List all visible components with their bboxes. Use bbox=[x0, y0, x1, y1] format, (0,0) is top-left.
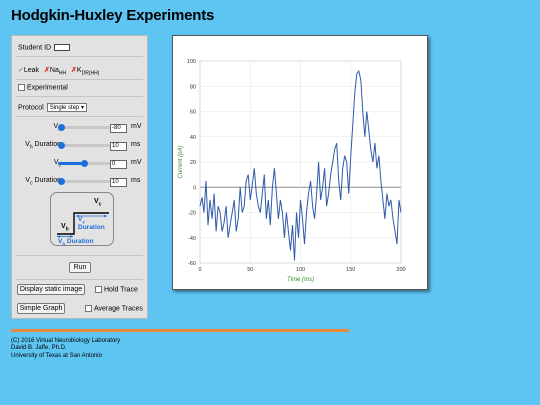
slider-fill bbox=[58, 162, 84, 165]
y-tick-label: 60 bbox=[190, 110, 196, 116]
y-tick-label: -20 bbox=[188, 211, 196, 217]
na-channel-sub: HH bbox=[58, 70, 67, 77]
run-button[interactable]: Run bbox=[69, 262, 91, 273]
param-slider[interactable] bbox=[57, 124, 110, 131]
k-channel-sub: DR(HH) bbox=[81, 70, 100, 77]
protocol-label: Protocol bbox=[18, 104, 44, 112]
display-static-image-button[interactable]: Display static image bbox=[17, 284, 85, 295]
hold-trace-checkbox[interactable] bbox=[95, 286, 102, 293]
vh-duration-label: Vh Duration bbox=[58, 238, 94, 247]
vc-duration-label: Vc Duration bbox=[78, 216, 105, 232]
param-label: Vc bbox=[53, 159, 61, 169]
protocol-row: Protocol Single step ▾ bbox=[18, 103, 88, 112]
leak-channel-label: Leak bbox=[23, 67, 40, 74]
y-axis-label: Current (pA) bbox=[178, 145, 184, 178]
average-traces-checkbox[interactable] bbox=[85, 305, 92, 312]
page-title: Hodgkin-Huxley Experiments bbox=[11, 7, 215, 24]
param-slider[interactable] bbox=[57, 142, 110, 149]
param-unit: mV bbox=[131, 159, 142, 166]
experimental-label: Experimental bbox=[27, 84, 68, 92]
x-axis-label: Time (ms) bbox=[287, 277, 314, 283]
k-channel-label: K bbox=[76, 67, 82, 74]
x-tick-label: 0 bbox=[198, 267, 201, 273]
protocol-select[interactable]: Single step ▾ bbox=[46, 103, 88, 112]
na-channel-toggle[interactable]: ✗NaHH bbox=[44, 67, 67, 77]
average-traces-row: Average Traces bbox=[85, 305, 143, 312]
slider-handle[interactable] bbox=[57, 178, 65, 185]
plot-area bbox=[199, 60, 402, 264]
footer-line: (C) 2016 Virtual Neurobiology Laboratory bbox=[11, 338, 121, 344]
leak-channel-toggle[interactable]: ✓Leak bbox=[18, 67, 39, 74]
param-slider[interactable] bbox=[57, 178, 110, 185]
cross-icon: ✗ bbox=[71, 67, 77, 74]
voltage-step-diagram bbox=[57, 212, 109, 238]
divider bbox=[16, 116, 143, 117]
vc-label: Vc bbox=[94, 198, 102, 208]
footer-line: University of Texas at San Antonio bbox=[11, 352, 102, 359]
param-unit: ms bbox=[131, 141, 141, 148]
experimental-checkbox[interactable] bbox=[18, 84, 25, 91]
check-icon: ✓ bbox=[18, 67, 24, 74]
param-value-input[interactable]: 10 bbox=[110, 142, 127, 151]
chart-svg: -60 -40 -20 0 20 40 60 80 100 0 50 100 150 200 Time (m… bbox=[178, 59, 406, 283]
param-unit: ms bbox=[131, 177, 141, 184]
experimental-row: Experimental bbox=[18, 84, 68, 91]
control-panel: Student ID ✓Leak ✗NaHH ✗KDR(HH) Experime… bbox=[11, 35, 148, 319]
k-channel-toggle[interactable]: ✗KDR(HH) bbox=[71, 67, 100, 77]
y-tick-label: 20 bbox=[190, 160, 196, 166]
student-id-input[interactable] bbox=[54, 44, 71, 51]
y-tick-label: -60 bbox=[188, 261, 196, 267]
divider bbox=[16, 255, 143, 256]
param-label: Vh Duration bbox=[25, 141, 61, 151]
x-tick-label: 50 bbox=[247, 267, 253, 273]
current-trace-line bbox=[199, 69, 402, 261]
protocol-diagram: Vc Vc Duration Vh Vh Duration bbox=[50, 192, 114, 246]
student-id-label: Student ID bbox=[18, 44, 52, 52]
divider bbox=[16, 79, 143, 80]
param-slider[interactable] bbox=[58, 160, 110, 167]
divider bbox=[16, 56, 143, 57]
y-tick-label: 0 bbox=[193, 185, 196, 191]
param-value-input[interactable]: -80 bbox=[110, 124, 127, 133]
hold-trace-label: Hold Trace bbox=[104, 286, 138, 294]
param-unit: mV bbox=[131, 123, 142, 130]
slider-handle[interactable] bbox=[57, 124, 65, 131]
y-tick-label: -40 bbox=[188, 236, 196, 242]
student-id-row: Student ID bbox=[18, 44, 71, 52]
y-tick-label: 100 bbox=[187, 59, 196, 65]
na-channel-label: Na bbox=[49, 67, 59, 74]
simple-graph-button[interactable]: Simple Graph bbox=[17, 303, 65, 314]
footer: (C) 2016 Virtual Neurobiology Laboratory… bbox=[11, 338, 120, 360]
vh-label: Vh bbox=[61, 223, 69, 233]
protocol-select-value: Single step bbox=[49, 105, 80, 111]
footer-line: David B. Jaffe, Ph.D. bbox=[11, 345, 67, 352]
param-label: Vc Duration bbox=[25, 177, 61, 187]
hold-trace-row: Hold Trace bbox=[95, 286, 138, 293]
footer-divider bbox=[11, 329, 349, 332]
cross-icon: ✗ bbox=[44, 67, 50, 74]
divider bbox=[16, 279, 143, 280]
param-value-input[interactable]: 10 bbox=[110, 178, 127, 187]
slider-handle[interactable] bbox=[57, 142, 65, 149]
average-traces-label: Average Traces bbox=[94, 305, 143, 313]
slider-handle[interactable] bbox=[81, 160, 88, 167]
x-tick-label: 150 bbox=[346, 267, 355, 273]
y-tick-label: 80 bbox=[190, 84, 196, 90]
current-trace-chart: -60 -40 -20 0 20 40 60 80 100 0 50 100 150 200 Time (m… bbox=[172, 35, 428, 290]
y-tick-label: 40 bbox=[190, 135, 196, 141]
chevron-down-icon: ▾ bbox=[81, 105, 85, 111]
x-tick-label: 100 bbox=[296, 267, 305, 273]
channel-row: ✓Leak ✗NaHH ✗KDR(HH) bbox=[18, 66, 99, 76]
param-value-input[interactable]: 0 bbox=[110, 160, 127, 169]
x-tick-label: 200 bbox=[396, 267, 405, 273]
divider bbox=[16, 96, 143, 97]
